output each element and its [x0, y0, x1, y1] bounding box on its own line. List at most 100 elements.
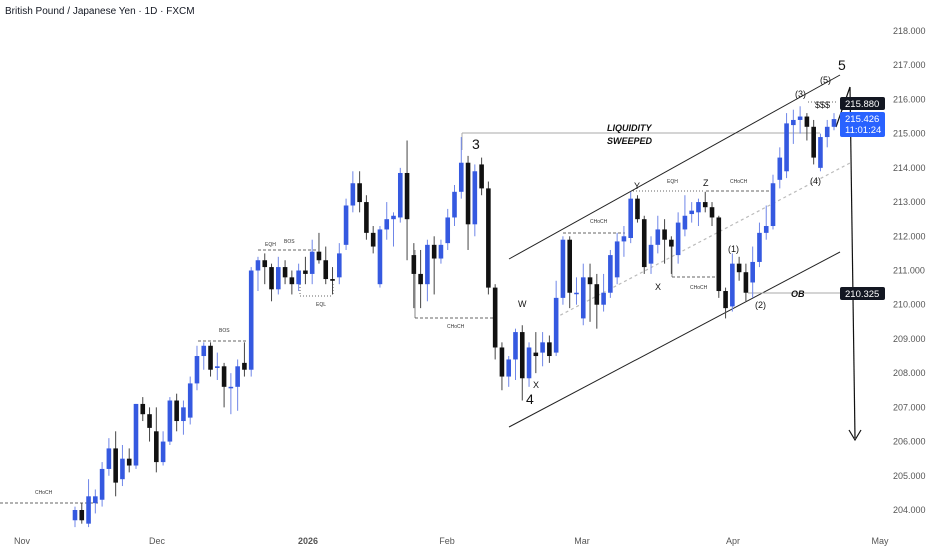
candle [513, 328, 518, 380]
candle-body [140, 403, 146, 415]
candle [364, 195, 369, 240]
candle [181, 400, 186, 435]
candle [648, 236, 654, 274]
time-axis: Nov Dec 2026 Feb Mar Apr May [14, 536, 889, 546]
sweeped-label: SWEEPED [607, 136, 653, 146]
last-price-text: 215.426 [845, 114, 879, 125]
candle [120, 444, 125, 487]
candle-body [377, 229, 383, 285]
candle [154, 407, 159, 473]
price-tag-last: 215.426 11:01:24 [840, 112, 885, 137]
candle [628, 191, 633, 244]
candle [384, 202, 390, 240]
candle [709, 202, 715, 227]
price-tag-high: 215.880 [840, 97, 885, 110]
candle [641, 215, 647, 274]
candle-body [641, 219, 647, 268]
candle-body [316, 251, 322, 261]
candle [540, 332, 545, 367]
candle [560, 236, 566, 305]
candle [458, 137, 464, 199]
candle-body [743, 272, 749, 293]
candle [242, 342, 247, 377]
candle [465, 155, 471, 250]
candle [811, 119, 816, 165]
candle [621, 226, 627, 257]
arrow-head-icon [848, 429, 862, 442]
candle [201, 342, 207, 370]
candle-body [248, 270, 254, 370]
price-tick-label: 214.000 [893, 163, 926, 173]
candle [228, 373, 234, 415]
choch-label-mar2: CHoCH [690, 285, 708, 291]
candle-body [289, 277, 295, 285]
candle-body [323, 260, 329, 280]
price-tick-label: 217.000 [893, 60, 926, 70]
candle [404, 140, 410, 261]
candle [601, 273, 606, 312]
candle-body [662, 229, 667, 240]
candle-body [384, 219, 390, 230]
candle [797, 106, 803, 134]
candle [99, 462, 105, 507]
candle-body [763, 226, 769, 233]
candle [784, 113, 789, 179]
candle-body [262, 260, 268, 268]
candle-body [797, 116, 803, 120]
candle [486, 181, 491, 295]
candle [140, 397, 146, 422]
candle-body [147, 414, 152, 428]
candle [824, 119, 830, 148]
candle [330, 267, 335, 295]
candle [167, 397, 173, 445]
time-tick-label: Feb [439, 536, 455, 546]
price-tick-label: 210.000 [893, 300, 926, 310]
candle [614, 232, 620, 285]
sub-wave-4-label: (4) [810, 176, 821, 186]
candle-body [445, 217, 451, 244]
candle-body [418, 273, 423, 285]
candle-body [425, 244, 430, 285]
candle-body [560, 239, 566, 298]
time-tick-label: Mar [574, 536, 590, 546]
candle-body [635, 198, 640, 220]
candle-body [804, 116, 810, 127]
candle-body [255, 260, 261, 271]
candle-body [242, 362, 247, 370]
candle [635, 195, 640, 223]
candle [296, 263, 301, 292]
candle-body [133, 403, 139, 466]
candle-body [282, 267, 288, 278]
candle [289, 270, 295, 295]
candle [397, 167, 403, 223]
candle-body [79, 509, 85, 521]
countdown-text: 11:01:24 [845, 125, 881, 136]
price-tick-label: 218.000 [893, 26, 926, 36]
candle [72, 506, 78, 528]
choch-label-apr: CHoCH [730, 179, 748, 185]
candle-body [350, 183, 356, 206]
candle [431, 236, 437, 295]
candle [303, 256, 308, 285]
candle-body [547, 342, 552, 357]
candle [682, 195, 688, 237]
candle-body [479, 164, 484, 189]
candle [262, 253, 268, 285]
candle [343, 198, 349, 250]
candle-body [364, 202, 369, 233]
candle [248, 267, 254, 377]
candle [662, 219, 667, 264]
candle-body [154, 431, 159, 463]
price-axis: 204.000 205.000 206.000 207.000 208.000 209.0… [893, 26, 926, 515]
sub-wave-5-label: (5) [820, 75, 831, 85]
eqh-label-dec: EQH [265, 242, 276, 248]
candle [716, 215, 722, 298]
candle-body [669, 239, 674, 247]
candle [574, 277, 579, 305]
candle-body [201, 345, 207, 357]
candle [736, 256, 742, 281]
chart-title: British Pound / Japanese Yen · 1D · FXCM [5, 6, 195, 17]
candle-body [458, 162, 464, 192]
candle [113, 431, 118, 497]
